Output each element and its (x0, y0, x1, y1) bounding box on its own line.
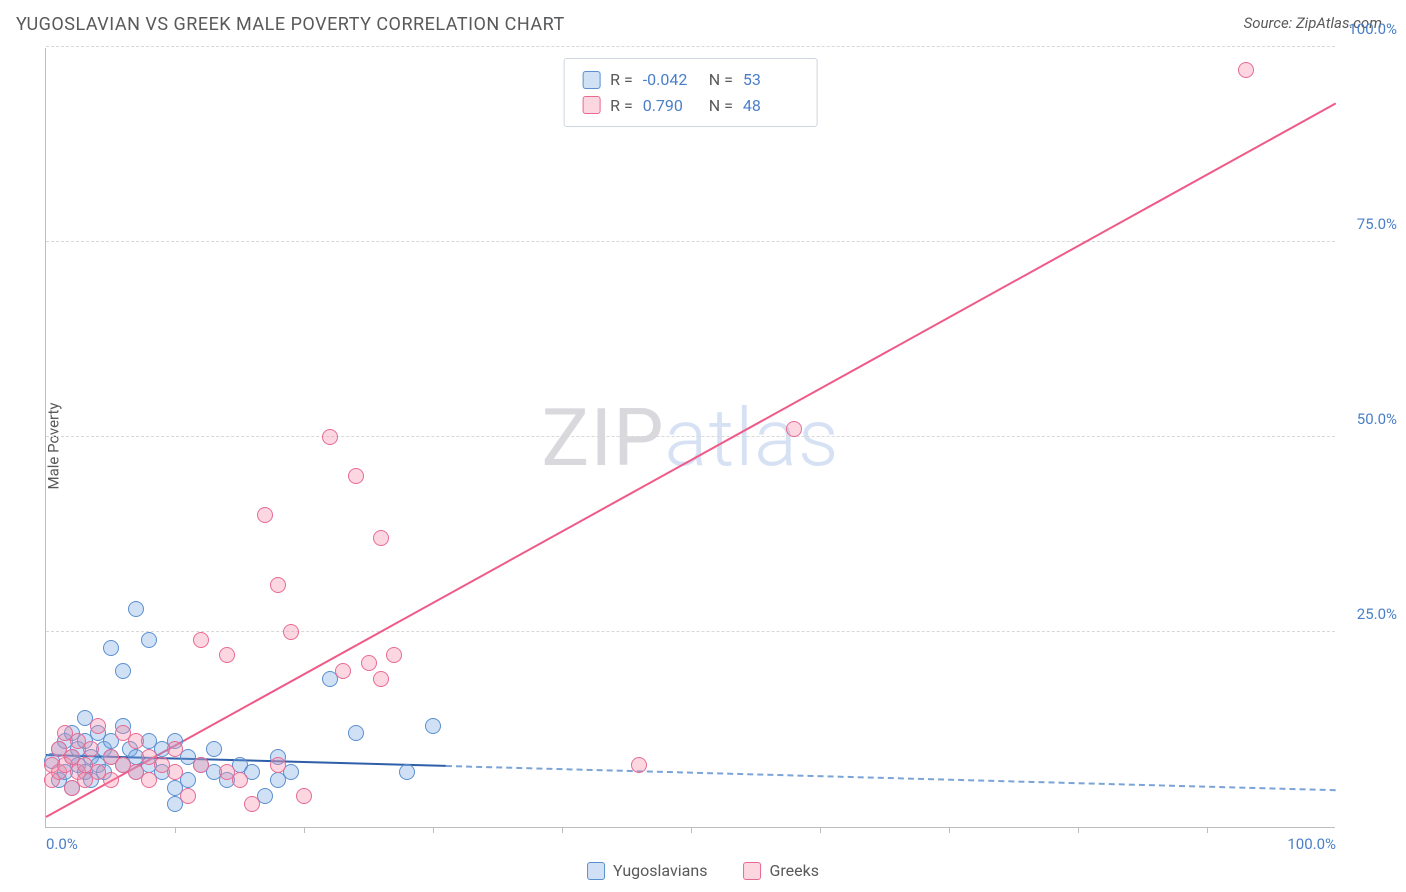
data-point (141, 632, 157, 648)
data-point (348, 725, 364, 741)
gridline (46, 631, 1335, 632)
trend-line (46, 103, 1337, 818)
n-label: N = (709, 93, 733, 119)
data-point (373, 671, 389, 687)
x-tick (433, 827, 434, 833)
n-value: 48 (743, 93, 799, 119)
data-point (232, 772, 248, 788)
watermark-atlas: atlas (665, 391, 840, 485)
watermark-zip: ZIP (541, 391, 664, 485)
y-tick-label: 100.0% (1348, 20, 1397, 38)
gridline (46, 436, 1335, 437)
r-label: R = (610, 93, 633, 119)
legend-bottom: Yugoslavians Greeks (587, 861, 819, 880)
x-tick (820, 827, 821, 833)
legend-swatch (582, 71, 600, 89)
data-point (193, 632, 209, 648)
data-point (219, 647, 235, 663)
data-point (103, 640, 119, 656)
legend-label: Greeks (769, 861, 819, 880)
data-point (335, 663, 351, 679)
n-value: 53 (743, 67, 799, 93)
data-point (115, 663, 131, 679)
data-point (373, 530, 389, 546)
gridline (46, 241, 1335, 242)
x-tick-label: 0.0% (46, 835, 78, 853)
y-tick-label: 75.0% (1357, 215, 1397, 233)
x-tick (949, 827, 950, 833)
watermark: ZIPatlas (541, 391, 839, 485)
chart-container: YUGOSLAVIAN VS GREEK MALE POVERTY CORREL… (0, 0, 1406, 892)
gridline (46, 46, 1335, 47)
y-tick-label: 50.0% (1357, 410, 1397, 428)
data-point (83, 741, 99, 757)
legend-swatch (582, 96, 600, 114)
data-point (270, 757, 286, 773)
x-tick-label: 100.0% (1287, 835, 1336, 853)
data-point (786, 421, 802, 437)
x-tick (1078, 827, 1079, 833)
r-value: 0.790 (643, 93, 699, 119)
data-point (193, 757, 209, 773)
chart-title: YUGOSLAVIAN VS GREEK MALE POVERTY CORREL… (16, 14, 565, 35)
data-point (399, 764, 415, 780)
y-tick-label: 25.0% (1357, 605, 1397, 623)
stats-row: R = 0.790 N = 48 (582, 93, 799, 119)
data-point (296, 788, 312, 804)
n-label: N = (709, 67, 733, 93)
legend-label: Yugoslavians (613, 861, 707, 880)
data-point (257, 507, 273, 523)
data-point (167, 764, 183, 780)
data-point (386, 647, 402, 663)
data-point (128, 733, 144, 749)
legend-item: Yugoslavians (587, 861, 707, 880)
data-point (167, 741, 183, 757)
x-tick (562, 827, 563, 833)
data-point (270, 577, 286, 593)
data-point (361, 655, 377, 671)
data-point (283, 624, 299, 640)
data-point (206, 741, 222, 757)
trend-line (446, 765, 1336, 791)
data-point (425, 718, 441, 734)
stats-row: R = -0.042 N = 53 (582, 67, 799, 93)
data-point (103, 772, 119, 788)
x-tick (691, 827, 692, 833)
legend-item: Greeks (743, 861, 819, 880)
data-point (141, 772, 157, 788)
data-point (180, 788, 196, 804)
x-tick (175, 827, 176, 833)
data-point (1238, 62, 1254, 78)
data-point (244, 796, 260, 812)
x-tick (1207, 827, 1208, 833)
legend-swatch (587, 862, 605, 880)
stats-box: R = -0.042 N = 53 R = 0.790 N = 48 (563, 58, 818, 127)
data-point (631, 757, 647, 773)
data-point (348, 468, 364, 484)
x-tick (304, 827, 305, 833)
legend-swatch (743, 862, 761, 880)
data-point (322, 429, 338, 445)
plot-area: ZIPatlas R =-0.042N =53R =0.790N =48 25.… (45, 48, 1335, 828)
r-label: R = (610, 67, 633, 93)
r-value: -0.042 (643, 67, 699, 93)
data-point (128, 601, 144, 617)
data-point (90, 718, 106, 734)
